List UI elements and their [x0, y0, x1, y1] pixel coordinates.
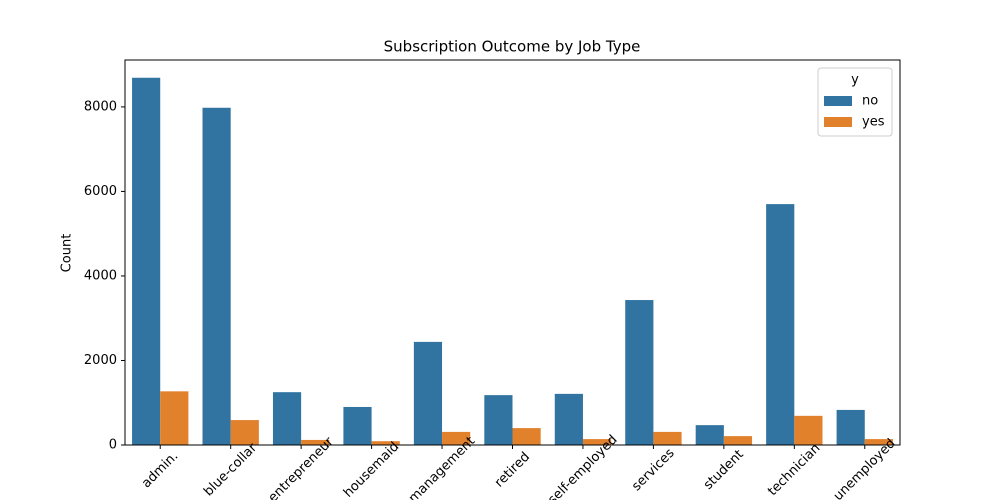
bar: [794, 415, 823, 445]
bar: [653, 431, 682, 445]
legend-label: yes: [862, 115, 885, 130]
y-tick-label: 6000: [84, 184, 117, 199]
bar: [554, 393, 583, 445]
y-tick-label: 0: [109, 438, 117, 453]
bar: [582, 439, 612, 445]
y-axis-label: Count: [60, 234, 75, 273]
bar: [272, 392, 302, 445]
chart-title: Subscription Outcome by Job Type: [384, 38, 641, 56]
bar: [766, 204, 795, 445]
bar: [512, 428, 541, 445]
bar: [230, 420, 259, 445]
bar: [202, 107, 231, 445]
legend-swatch: [824, 117, 852, 127]
bar: [625, 300, 654, 445]
plot-frame: [124, 59, 901, 446]
bar: [160, 391, 189, 445]
bar: [343, 406, 372, 445]
legend-label: no: [862, 94, 878, 109]
y-tick-label: 8000: [84, 99, 117, 114]
bar: [413, 341, 443, 445]
bar: [484, 395, 513, 445]
bar: [836, 409, 865, 445]
bar: [301, 439, 330, 445]
bar: [723, 436, 753, 445]
bar: [442, 431, 471, 445]
bar: [695, 425, 724, 445]
y-tick-label: 2000: [84, 353, 117, 368]
y-tick-label: 4000: [84, 268, 117, 283]
legend-swatch: [824, 96, 852, 106]
bar: [864, 439, 893, 445]
bar: [371, 441, 400, 445]
bar: [132, 77, 161, 445]
legend-title: y: [851, 73, 859, 88]
